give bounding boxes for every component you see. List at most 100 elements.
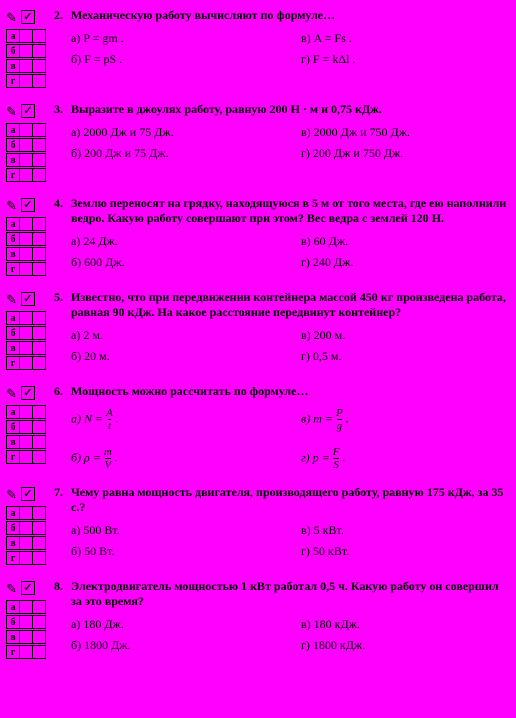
answer-checkbox[interactable] xyxy=(32,551,46,565)
pencil-check-row: ✎✓ xyxy=(6,198,46,212)
answer-checkbox[interactable] xyxy=(19,521,33,535)
answer-checkbox[interactable] xyxy=(32,74,46,88)
pencil-check-row: ✎✓ xyxy=(6,386,46,400)
answer-checkbox[interactable] xyxy=(19,232,33,246)
checkmark-box[interactable]: ✓ xyxy=(21,198,35,212)
answer-checkbox[interactable] xyxy=(19,29,33,43)
answer-checkbox[interactable] xyxy=(19,645,33,659)
question-text: Землю переносят на грядку, находящуюся в… xyxy=(71,196,510,226)
answer-checkbox[interactable] xyxy=(32,326,46,340)
question-number: 8. xyxy=(54,579,63,594)
answer-checkbox[interactable] xyxy=(19,600,33,614)
option-b: б) 20 м. xyxy=(71,349,301,364)
answer-checkbox[interactable] xyxy=(19,420,33,434)
answer-checkbox[interactable] xyxy=(19,153,33,167)
answer-checkbox[interactable] xyxy=(19,123,33,137)
checkmark-box[interactable]: ✓ xyxy=(21,581,35,595)
answer-row-label: б xyxy=(6,521,20,535)
answer-checkbox[interactable] xyxy=(32,506,46,520)
answer-checkbox[interactable] xyxy=(19,405,33,419)
answer-checkbox[interactable] xyxy=(19,506,33,520)
fraction: Pg xyxy=(336,407,343,432)
answer-checkbox[interactable] xyxy=(32,536,46,550)
answer-checkbox[interactable] xyxy=(32,615,46,629)
question-text: Механическую работу вычисляют по формуле… xyxy=(71,8,510,23)
answer-checkbox[interactable] xyxy=(19,630,33,644)
answer-checkbox[interactable] xyxy=(32,44,46,58)
answer-row-label: б xyxy=(6,326,20,340)
answer-checkbox[interactable] xyxy=(32,262,46,276)
answer-row: а xyxy=(6,312,46,325)
option-g: г) 1800 кДж. xyxy=(301,638,510,653)
answer-checkbox[interactable] xyxy=(32,123,46,137)
answer-checkbox[interactable] xyxy=(32,311,46,325)
answer-row: в xyxy=(6,342,46,355)
answer-checkbox[interactable] xyxy=(32,420,46,434)
question-number: 2. xyxy=(54,8,63,23)
option-b: б) 1800 Дж. xyxy=(71,638,301,653)
answer-checkbox[interactable] xyxy=(19,311,33,325)
answer-checkbox[interactable] xyxy=(32,435,46,449)
answer-row-label: г xyxy=(6,74,20,88)
answer-row-label: а xyxy=(6,506,20,520)
answer-checkbox[interactable] xyxy=(19,326,33,340)
answer-checkbox[interactable] xyxy=(19,262,33,276)
answer-checkbox[interactable] xyxy=(19,59,33,73)
answer-checkbox[interactable] xyxy=(32,405,46,419)
answer-checkbox[interactable] xyxy=(19,356,33,370)
checkmark-box[interactable]: ✓ xyxy=(21,10,35,24)
answer-checkbox[interactable] xyxy=(32,356,46,370)
answer-checkbox[interactable] xyxy=(32,232,46,246)
answer-row-label: в xyxy=(6,153,20,167)
answer-checkbox[interactable] xyxy=(19,44,33,58)
option-v: в) 5 кВт. xyxy=(301,523,510,538)
checkmark-box[interactable]: ✓ xyxy=(21,104,35,118)
answer-checkbox[interactable] xyxy=(32,247,46,261)
question-block: ✎✓абвг4.Землю переносят на грядку, наход… xyxy=(6,196,510,276)
answer-checkbox[interactable] xyxy=(32,153,46,167)
answer-row-label: б xyxy=(6,420,20,434)
answer-row: а xyxy=(6,30,46,43)
answer-checkbox[interactable] xyxy=(32,29,46,43)
option-g: г) p = FS . xyxy=(301,446,510,471)
checkmark-box[interactable]: ✓ xyxy=(21,386,35,400)
answer-checkbox[interactable] xyxy=(32,168,46,182)
option-g: г) 50 кВт. xyxy=(301,544,510,559)
options: а) N = At .б) ρ = mV .в) m = Pg .г) p = … xyxy=(71,407,510,471)
answer-row-label: г xyxy=(6,356,20,370)
question-block: ✎✓абвг8.Электродвигатель мощностью 1 кВт… xyxy=(6,579,510,659)
answer-checkbox[interactable] xyxy=(19,450,33,464)
option-v: в) 180 кДж. xyxy=(301,617,510,632)
answer-row: б xyxy=(6,45,46,58)
checkmark-box[interactable]: ✓ xyxy=(21,292,35,306)
answer-checkbox[interactable] xyxy=(19,536,33,550)
question-number: 7. xyxy=(54,485,63,500)
pencil-check-row: ✎✓ xyxy=(6,581,46,595)
answer-checkbox[interactable] xyxy=(19,615,33,629)
answer-row: г xyxy=(6,552,46,565)
answer-checkbox[interactable] xyxy=(32,645,46,659)
answer-checkbox[interactable] xyxy=(32,521,46,535)
answer-checkbox[interactable] xyxy=(19,168,33,182)
answer-row: в xyxy=(6,248,46,261)
question-number: 6. xyxy=(54,384,63,399)
answer-checkbox[interactable] xyxy=(19,341,33,355)
answer-checkbox[interactable] xyxy=(32,59,46,73)
answer-row-label: б xyxy=(6,138,20,152)
pencil-icon: ✎ xyxy=(6,488,17,501)
answer-checkbox[interactable] xyxy=(19,217,33,231)
answer-checkbox[interactable] xyxy=(32,341,46,355)
checkmark-box[interactable]: ✓ xyxy=(21,487,35,501)
answer-checkbox[interactable] xyxy=(32,138,46,152)
answer-checkbox[interactable] xyxy=(32,217,46,231)
answer-checkbox[interactable] xyxy=(32,630,46,644)
answer-checkbox[interactable] xyxy=(32,450,46,464)
answer-checkbox[interactable] xyxy=(19,435,33,449)
answer-checkbox[interactable] xyxy=(32,600,46,614)
answer-row: в xyxy=(6,60,46,73)
answer-checkbox[interactable] xyxy=(19,74,33,88)
answer-checkbox[interactable] xyxy=(19,138,33,152)
answer-checkbox[interactable] xyxy=(19,551,33,565)
pencil-icon: ✎ xyxy=(6,582,17,595)
answer-checkbox[interactable] xyxy=(19,247,33,261)
